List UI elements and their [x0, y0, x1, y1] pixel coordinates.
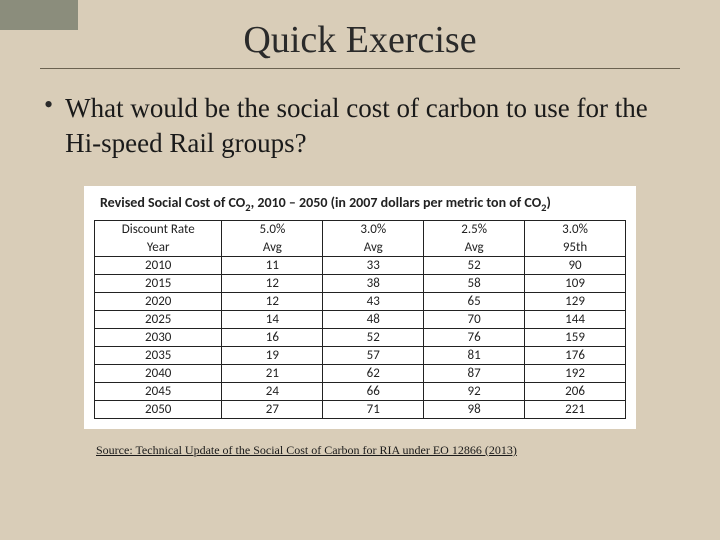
bullet-dot-icon: • — [44, 91, 53, 120]
table-cell: 58 — [424, 274, 525, 292]
title-underline — [40, 68, 680, 69]
table-header-cell: 3.0% — [323, 220, 424, 238]
table-row: 2050277198221 — [95, 400, 626, 418]
table-cell: 2040 — [95, 364, 222, 382]
table-cell: 43 — [323, 292, 424, 310]
table-cell: 192 — [525, 364, 626, 382]
slide: Quick Exercise • What would be the socia… — [0, 0, 720, 478]
source-citation: Source: Technical Update of the Social C… — [96, 443, 682, 458]
table-header-cell: 5.0% — [222, 220, 323, 238]
table-cell: 144 — [525, 310, 626, 328]
table-cell: 38 — [323, 274, 424, 292]
table-cell: 2025 — [95, 310, 222, 328]
table-cell: 159 — [525, 328, 626, 346]
table-cell: 2010 — [95, 256, 222, 274]
table-cell: 16 — [222, 328, 323, 346]
table-row: 2020124365129 — [95, 292, 626, 310]
table-cell: 2020 — [95, 292, 222, 310]
table-cell: 76 — [424, 328, 525, 346]
page-title: Quick Exercise — [38, 18, 682, 62]
table-cell: 65 — [424, 292, 525, 310]
table-row: 2025144870144 — [95, 310, 626, 328]
table-cell: 57 — [323, 346, 424, 364]
table-cell: 2030 — [95, 328, 222, 346]
table-cell: 21 — [222, 364, 323, 382]
table-cell: 129 — [525, 292, 626, 310]
table-cell: 12 — [222, 292, 323, 310]
table-cell: 52 — [424, 256, 525, 274]
table-cell: 92 — [424, 382, 525, 400]
data-table: Discount Rate5.0%3.0%2.5%3.0% YearAvgAvg… — [94, 220, 626, 419]
table-cell: 109 — [525, 274, 626, 292]
table-cell: 19 — [222, 346, 323, 364]
table-cell: 81 — [424, 346, 525, 364]
table-cell: 52 — [323, 328, 424, 346]
table-cell: 71 — [323, 400, 424, 418]
table-cell: 33 — [323, 256, 424, 274]
table-cell: 66 — [323, 382, 424, 400]
table-cell: 98 — [424, 400, 525, 418]
table-cell: 11 — [222, 256, 323, 274]
table-title: Revised Social Cost of CO2, 2010 – 2050 … — [100, 194, 626, 214]
table-cell: 2050 — [95, 400, 222, 418]
bullet-text: What would be the social cost of carbon … — [65, 91, 676, 160]
table-row: 2015123858109 — [95, 274, 626, 292]
table-row: 2030165276159 — [95, 328, 626, 346]
table-card: Revised Social Cost of CO2, 2010 – 2050 … — [84, 186, 636, 429]
table-header-cell: 2.5% — [424, 220, 525, 238]
table-row: 2045246692206 — [95, 382, 626, 400]
table-header-cell: 95th — [525, 238, 626, 256]
table-title-suffix: ) — [547, 194, 551, 211]
table-header-row-2: YearAvgAvgAvg95th — [95, 238, 626, 256]
bullet-item: • What would be the social cost of carbo… — [38, 91, 682, 160]
table-header-cell: Avg — [323, 238, 424, 256]
table-header-cell: Avg — [222, 238, 323, 256]
table-header-cell: 3.0% — [525, 220, 626, 238]
table-title-prefix: Revised Social Cost of CO — [100, 194, 245, 211]
table-cell: 2045 — [95, 382, 222, 400]
table-cell: 27 — [222, 400, 323, 418]
table-cell: 70 — [424, 310, 525, 328]
table-cell: 14 — [222, 310, 323, 328]
table-cell: 87 — [424, 364, 525, 382]
table-row: 2040216287192 — [95, 364, 626, 382]
table-cell: 48 — [323, 310, 424, 328]
table-header-cell: Avg — [424, 238, 525, 256]
table-row: 201011335290 — [95, 256, 626, 274]
table-header-cell: Year — [95, 238, 222, 256]
corner-accent — [0, 0, 78, 30]
table-cell: 12 — [222, 274, 323, 292]
table-cell: 62 — [323, 364, 424, 382]
table-cell: 206 — [525, 382, 626, 400]
table-row: 2035195781176 — [95, 346, 626, 364]
table-cell: 90 — [525, 256, 626, 274]
table-cell: 24 — [222, 382, 323, 400]
table-cell: 176 — [525, 346, 626, 364]
table-header-row-1: Discount Rate5.0%3.0%2.5%3.0% — [95, 220, 626, 238]
table-title-mid: , 2010 – 2050 (in 2007 dollars per metri… — [251, 194, 542, 211]
table-header-cell: Discount Rate — [95, 220, 222, 238]
table-cell: 2015 — [95, 274, 222, 292]
table-cell: 221 — [525, 400, 626, 418]
table-cell: 2035 — [95, 346, 222, 364]
